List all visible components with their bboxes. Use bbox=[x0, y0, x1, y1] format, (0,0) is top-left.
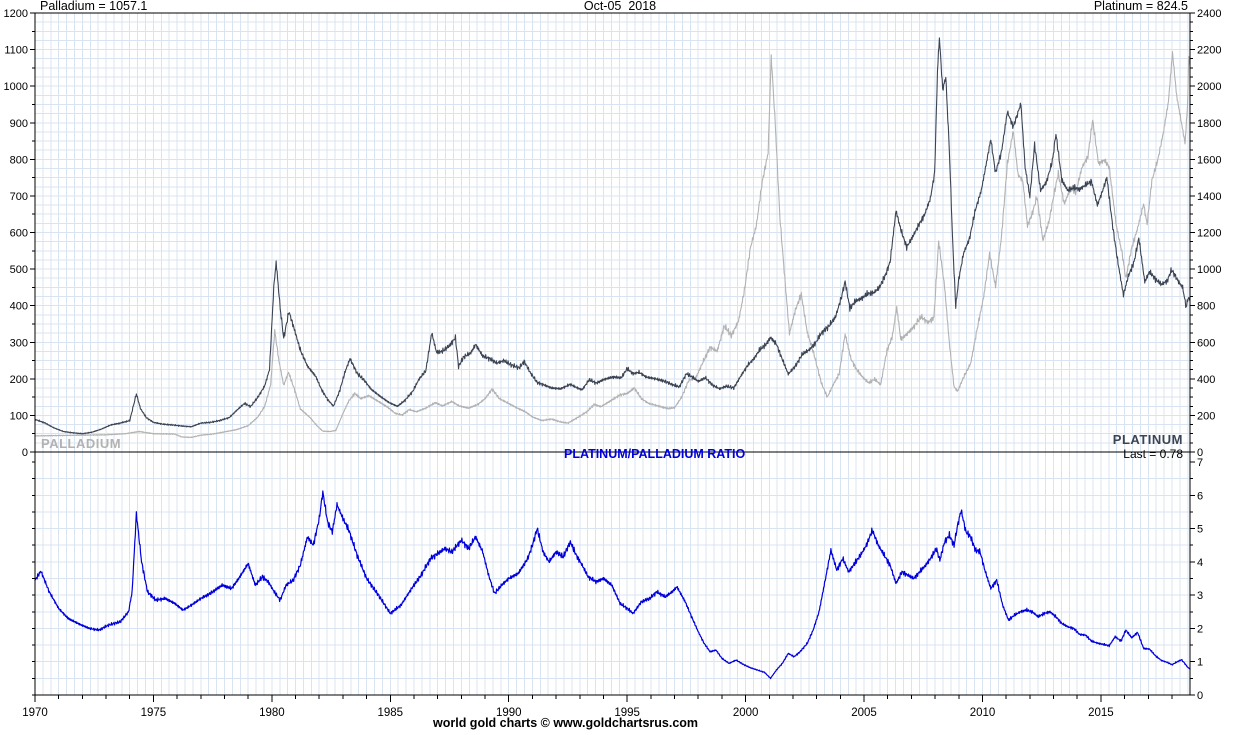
svg-text:400: 400 bbox=[10, 301, 28, 313]
svg-text:2200: 2200 bbox=[1197, 45, 1221, 57]
platinum-last-price-label: Platinum = 824.5 bbox=[1093, 0, 1188, 13]
svg-text:1000: 1000 bbox=[4, 81, 28, 93]
svg-text:1995: 1995 bbox=[614, 707, 640, 719]
svg-text:100: 100 bbox=[10, 410, 28, 422]
axis-tick-labels: 1200110010009008007006005004003002001000… bbox=[4, 8, 1222, 719]
chart-date-label: Oct-05 2018 bbox=[583, 0, 657, 13]
svg-text:700: 700 bbox=[10, 191, 28, 203]
svg-text:1990: 1990 bbox=[496, 707, 522, 719]
svg-text:6: 6 bbox=[1197, 490, 1203, 502]
svg-text:1970: 1970 bbox=[22, 707, 48, 719]
svg-text:2005: 2005 bbox=[851, 707, 877, 719]
svg-text:7: 7 bbox=[1197, 457, 1203, 469]
svg-text:0: 0 bbox=[1197, 690, 1203, 702]
svg-text:1975: 1975 bbox=[141, 707, 167, 719]
svg-text:1985: 1985 bbox=[378, 707, 404, 719]
svg-text:2000: 2000 bbox=[1197, 81, 1221, 93]
svg-text:2015: 2015 bbox=[1088, 707, 1114, 719]
svg-text:900: 900 bbox=[10, 118, 28, 130]
svg-text:1600: 1600 bbox=[1197, 154, 1221, 166]
ratio-series-line bbox=[34, 490, 1191, 680]
svg-text:600: 600 bbox=[1197, 337, 1215, 349]
ratio-panel-title: PLATINUM/PALLADIUM RATIO bbox=[564, 447, 746, 461]
svg-text:800: 800 bbox=[1197, 301, 1215, 313]
svg-text:0: 0 bbox=[22, 447, 28, 459]
svg-text:600: 600 bbox=[10, 228, 28, 240]
svg-text:1: 1 bbox=[1197, 657, 1203, 669]
svg-text:400: 400 bbox=[1197, 374, 1215, 386]
svg-text:1400: 1400 bbox=[1197, 191, 1221, 203]
svg-text:0: 0 bbox=[1197, 447, 1203, 459]
svg-text:2010: 2010 bbox=[970, 707, 996, 719]
grid-lines bbox=[35, 13, 1190, 695]
platinum-series-line bbox=[34, 37, 1191, 435]
platinum-series-label: PLATINUM bbox=[1112, 432, 1183, 447]
svg-text:2: 2 bbox=[1197, 623, 1203, 635]
svg-text:1000: 1000 bbox=[1197, 264, 1221, 276]
svg-text:1200: 1200 bbox=[1197, 228, 1221, 240]
svg-text:2000: 2000 bbox=[733, 707, 759, 719]
svg-text:1980: 1980 bbox=[259, 707, 285, 719]
svg-text:300: 300 bbox=[10, 337, 28, 349]
ratio-last-value-label: Last = 0.78 bbox=[1123, 447, 1183, 461]
svg-text:200: 200 bbox=[1197, 410, 1215, 422]
svg-text:1200: 1200 bbox=[4, 8, 28, 20]
palladium-series-label: PALLADIUM bbox=[41, 436, 122, 451]
footer-credit: world gold charts © www.goldchartsrus.co… bbox=[433, 716, 699, 730]
svg-text:1800: 1800 bbox=[1197, 118, 1221, 130]
svg-text:3: 3 bbox=[1197, 590, 1203, 602]
palladium-series-line bbox=[34, 51, 1191, 439]
svg-text:500: 500 bbox=[10, 264, 28, 276]
axes bbox=[30, 12, 1195, 702]
svg-text:2400: 2400 bbox=[1197, 8, 1221, 20]
svg-text:5: 5 bbox=[1197, 524, 1203, 536]
svg-text:800: 800 bbox=[10, 154, 28, 166]
chart-series bbox=[34, 37, 1191, 680]
palladium-last-price-label: Palladium = 1057.1 bbox=[40, 0, 148, 13]
svg-text:1100: 1100 bbox=[4, 45, 28, 57]
svg-text:4: 4 bbox=[1197, 557, 1203, 569]
svg-text:200: 200 bbox=[10, 374, 28, 386]
